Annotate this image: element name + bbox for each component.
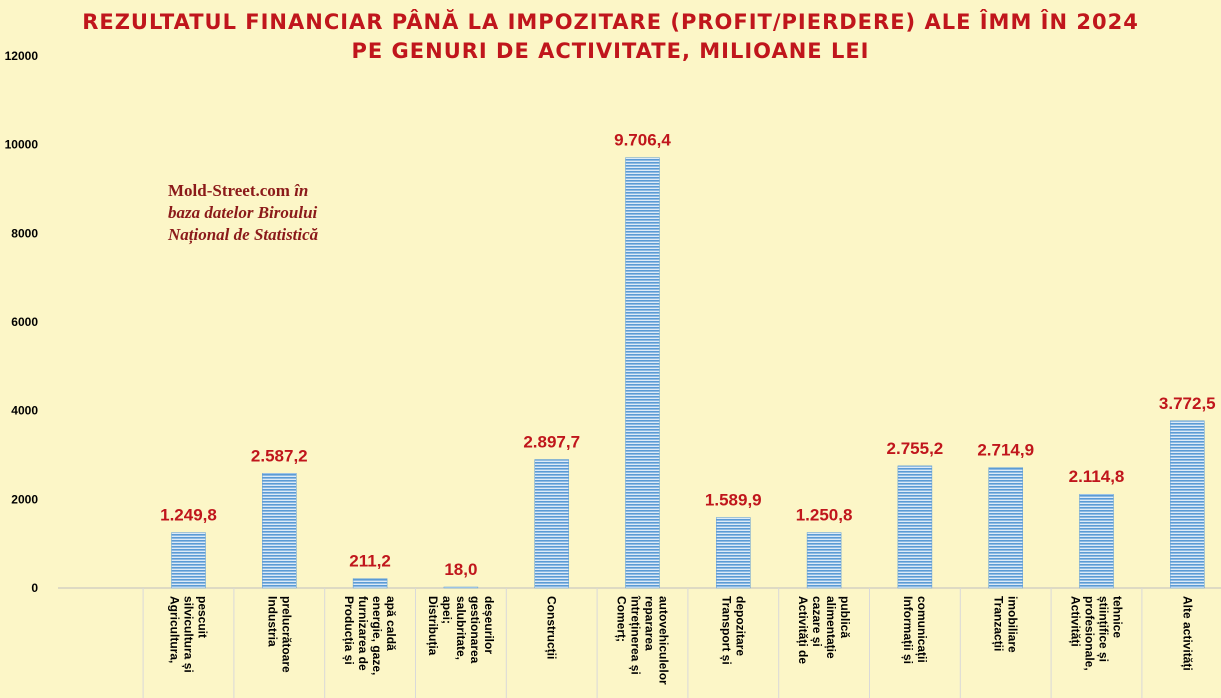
source-note: Mold-Street.com în baza datelor Biroului… bbox=[168, 180, 318, 246]
category-label-line: autovehiculelor bbox=[657, 596, 671, 685]
category-label-line: cazare și bbox=[810, 596, 824, 647]
chart-title-line-2: PE GENURI DE ACTIVITATE, MILIOANE LEI bbox=[351, 39, 870, 63]
bar-layer bbox=[171, 157, 1205, 589]
chart-title-line-1: REZULTATUL FINANCIAR PÂNĂ LA IMPOZITARE … bbox=[82, 10, 1139, 34]
category-label-line: salubritate, bbox=[454, 596, 468, 660]
y-tick-label: 0 bbox=[31, 581, 38, 595]
bar bbox=[534, 459, 569, 589]
y-tick-label: 2000 bbox=[11, 492, 38, 506]
category-label: Tranzacții imobiliare bbox=[992, 596, 1020, 653]
category-label-line: Tranzacții bbox=[992, 596, 1006, 651]
source-note-line-3: Național de Statistică bbox=[168, 225, 319, 244]
category-label: Construcții bbox=[545, 596, 559, 659]
category-label-line: gestionarea bbox=[468, 596, 482, 664]
category-label-line: Producția și bbox=[342, 596, 356, 665]
y-tick-label: 6000 bbox=[11, 315, 38, 329]
data-label: 1.249,8 bbox=[160, 506, 217, 525]
category-label-line: publică bbox=[838, 596, 852, 638]
category-label-line: silvicultura și bbox=[182, 596, 196, 673]
bar bbox=[262, 473, 297, 589]
data-label-layer: 1.249,8 2.587,2 211,2 18,0 2.897,7 9.706,4 1.5… bbox=[160, 131, 1216, 579]
data-label: 3.772,5 bbox=[1159, 394, 1216, 413]
category-label-line: imobiliare bbox=[1006, 596, 1020, 653]
category-label-line: apei; bbox=[440, 596, 454, 624]
data-label: 211,2 bbox=[349, 552, 391, 571]
category-label: Activități de cazare și alimentație publică bbox=[796, 596, 852, 664]
category-label-line: furnizarea de bbox=[356, 596, 370, 671]
category-label-line: comunicații bbox=[915, 596, 929, 663]
category-label-line: întreținerea și bbox=[629, 595, 643, 675]
category-label-line: energie, gaze, bbox=[370, 596, 384, 675]
data-label: 9.706,4 bbox=[614, 131, 671, 150]
data-label: 18,0 bbox=[444, 560, 477, 579]
bar bbox=[171, 532, 206, 589]
category-label-line: științifice și bbox=[1097, 596, 1111, 662]
category-label-line: repararea bbox=[643, 596, 657, 651]
data-label: 2.897,7 bbox=[523, 433, 580, 452]
bar bbox=[897, 465, 933, 589]
category-label-line: deșeurilor bbox=[482, 596, 496, 654]
category-label-line: apă caldă bbox=[384, 596, 398, 651]
category-label-line: depozitare bbox=[733, 596, 747, 656]
source-site: Mold-Street.com bbox=[168, 181, 290, 200]
bar bbox=[806, 532, 842, 589]
category-label: Comerț; întreținerea și repararea autovehic… bbox=[615, 595, 671, 685]
y-tick-label: 12000 bbox=[5, 49, 39, 63]
bar bbox=[1170, 420, 1205, 589]
category-label-layer: Agricultura, silvicultura și pescuit Indust… bbox=[168, 595, 1195, 685]
category-label-line: Transport și bbox=[719, 596, 733, 665]
category-label-line: Alte activități bbox=[1180, 596, 1194, 671]
y-tick-label: 4000 bbox=[11, 404, 38, 418]
category-label-line: Informații și bbox=[901, 596, 915, 664]
chart-title: REZULTATUL FINANCIAR PÂNĂ LA IMPOZITARE … bbox=[0, 8, 1221, 66]
category-label-line: Agricultura, bbox=[168, 596, 182, 663]
y-tick-label: 10000 bbox=[5, 138, 39, 152]
data-label: 1.250,8 bbox=[796, 506, 853, 525]
bar bbox=[988, 467, 1023, 589]
category-label: Informații și comunicații bbox=[901, 596, 929, 664]
category-label: Activități profesionale, științifice și teh… bbox=[1069, 596, 1125, 671]
category-label-line: Distribuția bbox=[426, 596, 440, 656]
category-label-line: Industria bbox=[265, 596, 279, 647]
category-label-line: Activități bbox=[1069, 596, 1083, 647]
source-note-line-2: baza datelor Biroului bbox=[168, 203, 318, 222]
source-note-line-1: Mold-Street.com în bbox=[168, 180, 318, 202]
category-label-line: pescuit bbox=[196, 596, 210, 638]
category-label-line: Comerț; bbox=[615, 596, 629, 642]
category-label-line: alimentație bbox=[824, 596, 838, 659]
data-label: 2.755,2 bbox=[887, 439, 944, 458]
data-label: 2.587,2 bbox=[251, 446, 308, 465]
category-label: Alte activități bbox=[1180, 596, 1194, 671]
category-label-line: Construcții bbox=[545, 596, 559, 659]
bar bbox=[352, 578, 388, 589]
y-tick-label: 8000 bbox=[11, 226, 38, 240]
category-label: Transport și depozitare bbox=[719, 596, 747, 665]
category-label: Industria prelucrătoare bbox=[265, 596, 293, 673]
category-label: Agricultura, silvicultura și pescuit bbox=[168, 596, 210, 673]
bar bbox=[1079, 493, 1114, 589]
category-label-line: prelucrătoare bbox=[279, 596, 293, 673]
data-label: 2.714,9 bbox=[977, 441, 1034, 460]
data-label: 1.589,9 bbox=[705, 491, 762, 510]
bar bbox=[443, 586, 479, 589]
bar bbox=[716, 517, 751, 589]
category-label-line: tehnice bbox=[1111, 596, 1125, 638]
source-note-line-1-rest: în bbox=[289, 181, 309, 200]
category-label: Distribuția apei; salubritate, gestionarea d… bbox=[426, 596, 496, 664]
category-label-line: profesionale, bbox=[1083, 596, 1097, 671]
category-label-line: Activități de bbox=[796, 596, 810, 664]
axis-layer: 0 2000 4000 6000 8000 10000 12000 bbox=[5, 49, 1221, 698]
bar bbox=[625, 157, 660, 589]
data-label: 2.114,8 bbox=[1069, 467, 1125, 486]
category-label: Producția și furnizarea de energie, gaze, a… bbox=[342, 596, 398, 675]
